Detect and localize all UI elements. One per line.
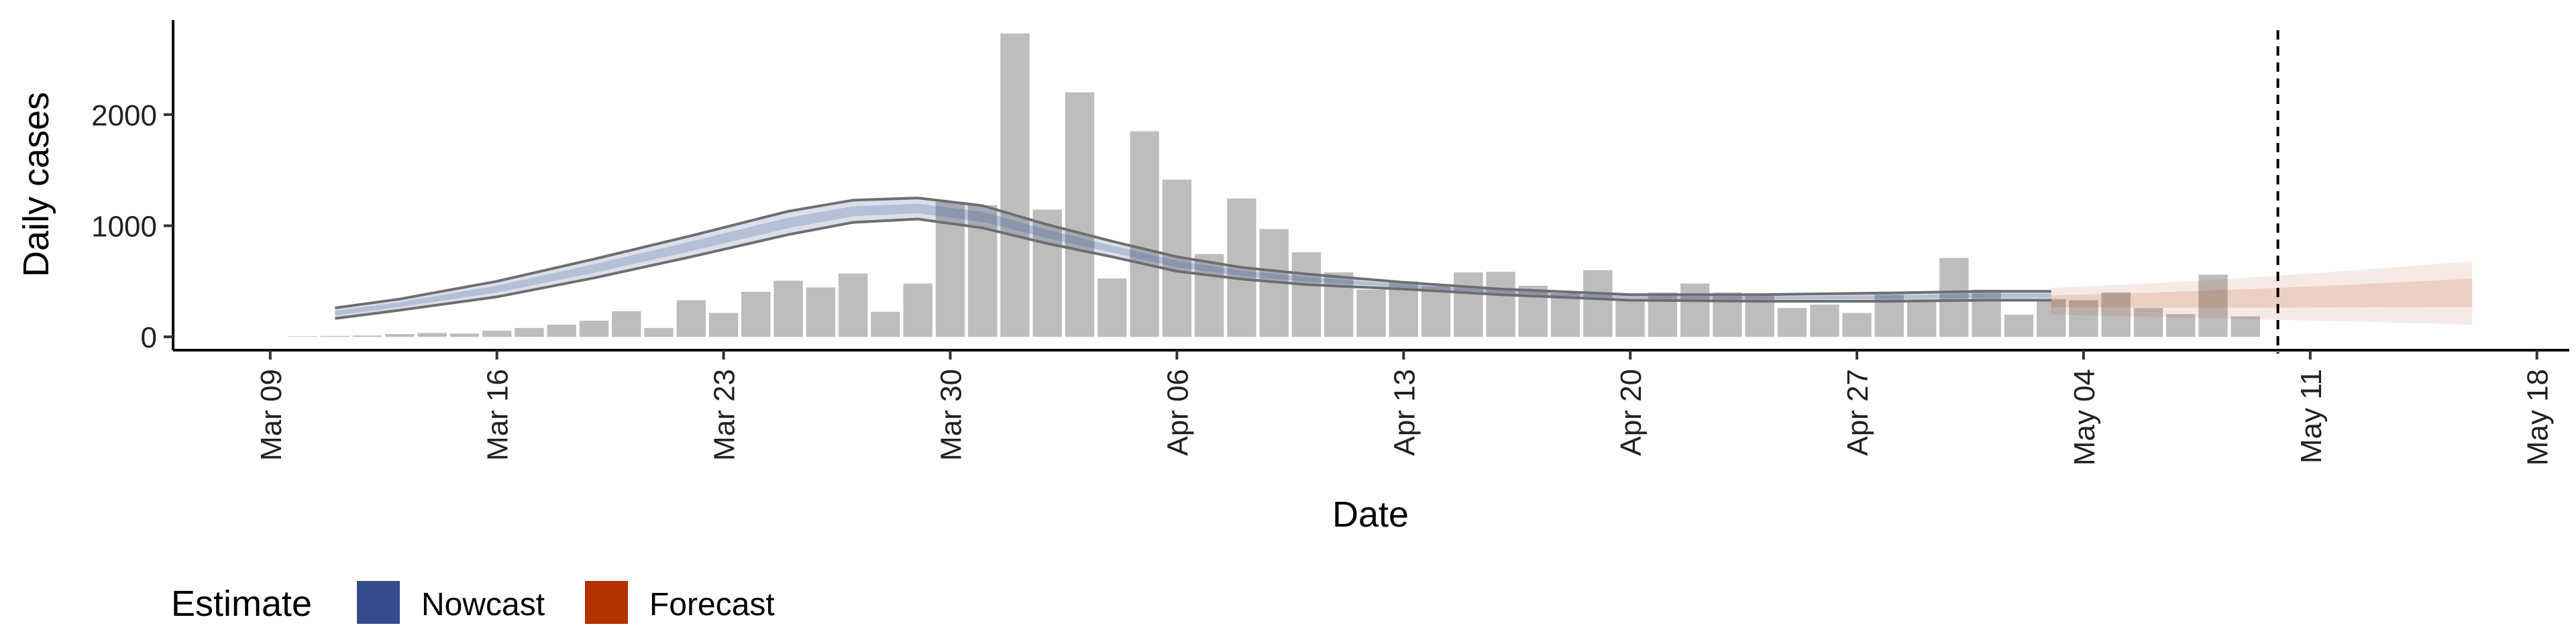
bar-2020-03-27 (839, 273, 868, 337)
bar-2020-03-14 (417, 333, 447, 337)
bar-2020-04-19 (1583, 270, 1613, 337)
x-tick-label-2020-04-20: Apr 20 (1615, 369, 1648, 456)
bar-2020-03-17 (515, 327, 544, 337)
bar-2020-04-10 (1291, 252, 1322, 337)
x-tick-label-2020-05-11: May 11 (2295, 369, 2328, 464)
bar-2020-05-03 (2037, 299, 2066, 337)
bar-2020-04-11 (1324, 272, 1354, 337)
bar-2020-04-18 (1550, 293, 1580, 337)
bar-2020-05-07 (2166, 314, 2196, 337)
bar-2020-03-22 (676, 300, 706, 337)
nowcast-lower-line (335, 217, 2051, 320)
legend-title: Estimate (171, 584, 312, 624)
bar-2020-03-12 (352, 335, 382, 337)
x-tick-label-2020-03-23: Mar 23 (708, 369, 741, 461)
bar-2020-03-15 (449, 333, 480, 337)
bar-2020-05-05 (2101, 292, 2131, 337)
bar-2020-04-22 (1680, 283, 1710, 337)
bar-2020-04-01 (1000, 33, 1030, 337)
bar-2020-03-13 (385, 334, 415, 337)
bar-2020-05-02 (2004, 315, 2034, 337)
bar-2020-05-09 (2231, 316, 2260, 337)
bar-2020-05-01 (1972, 289, 2001, 337)
bar-2020-04-25 (1777, 308, 1807, 337)
bar-2020-04-12 (1356, 289, 1386, 337)
bar-2020-05-06 (2133, 308, 2163, 337)
legend-swatch-nowcast (357, 581, 400, 624)
x-tick-label-2020-04-13: Apr 13 (1388, 369, 1421, 456)
legend: Estimate Nowcast Forecast (171, 581, 775, 624)
bar-2020-03-21 (644, 327, 674, 337)
bar-2020-03-10 (288, 336, 317, 337)
bar-2020-03-20 (612, 311, 641, 337)
bar-2020-03-16 (482, 331, 512, 337)
bar-2020-04-04 (1097, 278, 1127, 337)
bar-2020-05-04 (2069, 300, 2098, 337)
legend-label-forecast: Forecast (649, 587, 775, 623)
x-tick-label-2020-04-27: Apr 27 (1841, 369, 1874, 456)
y-tick-label-1000: 1000 (91, 211, 157, 244)
bar-2020-04-15 (1454, 272, 1483, 337)
bar-2020-03-29 (903, 283, 932, 337)
bar-2020-04-02 (1032, 209, 1062, 337)
x-tick-label-2020-04-06: Apr 06 (1161, 369, 1194, 456)
nowcast-upper-line (335, 197, 2051, 310)
bar-2020-04-26 (1810, 305, 1839, 337)
y-axis-title: Daily cases (16, 92, 56, 277)
nowcast-ribbon-inner (335, 203, 2051, 316)
y-tick-label-0: 0 (141, 321, 157, 354)
axes-layer: 0 1000 2000 Mar 09 Mar 16 Mar 23 Mar 30 Apr 06 A… (91, 20, 2569, 466)
bar-2020-04-27 (1842, 313, 1872, 337)
forecast-ribbon-inner (2051, 278, 2473, 308)
bar-2020-03-11 (320, 335, 350, 337)
bar-2020-03-26 (806, 287, 836, 337)
bar-2020-04-17 (1518, 285, 1548, 337)
legend-swatch-forecast (585, 581, 628, 624)
bar-2020-03-25 (773, 280, 803, 337)
x-tick-label-2020-05-04: May 04 (2068, 369, 2101, 466)
bar-2020-05-08 (2198, 274, 2228, 337)
bar-2020-04-16 (1486, 272, 1515, 337)
x-tick-label-2020-03-16: Mar 16 (482, 369, 515, 461)
bar-2020-04-14 (1421, 286, 1451, 337)
x-tick-label-2020-03-30: Mar 30 (935, 369, 968, 461)
legend-label-nowcast: Nowcast (421, 587, 545, 623)
x-axis-title: Date (1332, 494, 1409, 535)
x-tick-label-2020-03-09: Mar 09 (255, 369, 288, 461)
ribbons-layer (335, 197, 2473, 325)
y-tick-label-2000: 2000 (91, 99, 157, 132)
bar-2020-03-18 (547, 324, 576, 337)
bar-2020-04-05 (1130, 131, 1159, 337)
forecast-ribbon-outer (2051, 261, 2473, 325)
bar-2020-04-29 (1907, 299, 1937, 337)
bar-2020-04-03 (1065, 92, 1095, 337)
bar-2020-03-23 (708, 313, 739, 337)
bar-2020-04-07 (1194, 254, 1224, 337)
bar-2020-04-30 (1939, 258, 1969, 337)
bar-2020-03-28 (871, 311, 900, 337)
nowcast-ribbon-outer (335, 198, 2051, 319)
x-tick-label-2020-05-18: May 18 (2522, 369, 2555, 466)
bar-2020-03-19 (579, 321, 609, 337)
bars-layer (288, 33, 2260, 337)
bar-2020-03-24 (741, 292, 771, 337)
bar-2020-04-20 (1615, 300, 1645, 337)
